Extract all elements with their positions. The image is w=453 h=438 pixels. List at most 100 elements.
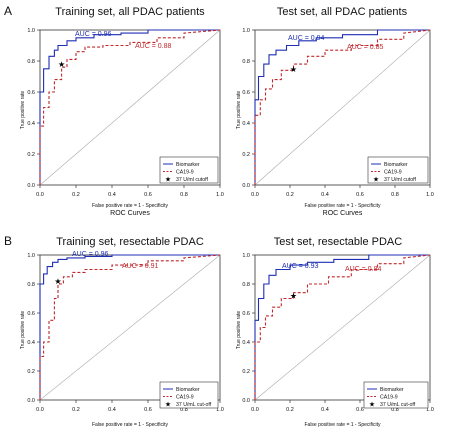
chart-title: Training set, all PDAC patients <box>55 6 205 18</box>
legend-star-icon: ★ <box>373 176 379 184</box>
x-tick-label: 0.0 <box>36 192 44 198</box>
y-tick-label: 0.2 <box>242 369 250 375</box>
legend-star-icon: ★ <box>165 176 171 184</box>
x-tick-label: 0.0 <box>36 407 44 413</box>
legend-box <box>367 156 429 184</box>
diagonal-reference-line <box>39 29 221 186</box>
x-tick-label: 0.2 <box>72 192 80 198</box>
diagonal-reference-line <box>254 254 431 401</box>
y-tick-label: 1.0 <box>242 253 250 259</box>
x-tick-label: 0.8 <box>180 192 188 198</box>
legend-entry: Biomarker <box>380 387 404 393</box>
x-tick-label: 0.6 <box>356 192 364 198</box>
x-tick-label: 0.8 <box>391 192 399 198</box>
x-tick-label: 0.2 <box>286 407 294 413</box>
y-tick-label: 0.0 <box>27 183 35 189</box>
x-tick-label: 0.4 <box>321 192 329 198</box>
y-tick-label: 0.6 <box>242 90 250 96</box>
x-tick-label: 0.0 <box>251 407 259 413</box>
roc-chart-4: Test set, resectable PDAC 0.0 0.2 0.4 0.6 0.8… <box>236 236 434 428</box>
ca199-roc-curve <box>254 254 431 400</box>
roc-chart-2: Test set, all PDAC patients 0.0 0.2 0.4 0.6 0… <box>236 6 434 217</box>
legend-entry: 37 U/mL cut-off <box>176 402 212 408</box>
roc-subcaption: ROC Curves <box>323 210 363 217</box>
legend: Biomarker CA19-9 ★ 37 U/ml cutoff <box>159 156 219 184</box>
y-axis-label: True positive rate <box>20 311 26 350</box>
y-tick-label: 0.4 <box>242 121 250 127</box>
legend-entry: 37 U/ml cutoff <box>384 177 416 183</box>
biomarker-roc-curve <box>254 254 430 400</box>
x-tick-label: 0.4 <box>108 192 116 198</box>
biomarker-roc-curve <box>39 29 220 185</box>
legend-entry: Biomarker <box>176 387 200 393</box>
legend: Biomarker CA19-9 ★ 37 U/ml cutoff <box>367 156 429 184</box>
y-axis-label: True positive rate <box>20 91 26 130</box>
legend-entry: 37 U/ml cutoff <box>176 177 208 183</box>
x-tick-label: 0.4 <box>108 407 116 413</box>
y-tick-label: 0.2 <box>27 152 35 158</box>
y-tick-label: 0.6 <box>242 311 250 317</box>
y-tick-label: 0.6 <box>27 90 35 96</box>
legend-entry: Biomarker <box>384 162 408 168</box>
y-axis-label: True positive rate <box>236 311 242 350</box>
x-axis-label: False positive rate = 1 - Specificity <box>92 422 169 428</box>
y-axis-label: True positive rate <box>236 91 242 130</box>
ca199-roc-curve <box>39 254 221 400</box>
auc-biomarker-label: AUC = 0.96 <box>72 251 108 258</box>
y-tick-label: 0.8 <box>27 282 35 288</box>
auc-ca199-label: AUC = 0.88 <box>135 43 171 50</box>
y-tick-label: 1.0 <box>27 253 35 259</box>
y-tick-label: 0.8 <box>242 59 250 65</box>
y-tick-label: 0.2 <box>27 369 35 375</box>
cutoff-star-marker: ★ <box>58 60 65 69</box>
auc-biomarker-label: AUC = 0.93 <box>282 263 318 270</box>
auc-biomarker-label: AUC = 0.96 <box>75 31 111 38</box>
x-tick-label: 1.0 <box>426 407 434 413</box>
x-tick-label: 0.6 <box>356 407 364 413</box>
legend-box <box>363 381 429 409</box>
y-tick-label: 0.4 <box>242 340 250 346</box>
x-tick-label: 1.0 <box>426 192 434 198</box>
roc-chart-1: Training set, all PDAC patients 0.0 0.2 0.4… <box>20 6 224 217</box>
y-tick-label: 0.0 <box>27 398 35 404</box>
cutoff-star-marker: ★ <box>54 277 61 286</box>
chart-title: Test set, all PDAC patients <box>277 6 408 18</box>
y-tick-label: 0.4 <box>27 121 35 127</box>
legend: Biomarker CA19-9 ★ 37 U/mL cut-off <box>363 381 429 409</box>
x-axis-label: False positive rate = 1 - Specificity <box>92 203 169 209</box>
panel-label-a: A <box>4 4 12 18</box>
legend-entry: CA19-9 <box>176 170 194 176</box>
y-tick-label: 1.0 <box>242 28 250 34</box>
legend-entry: Biomarker <box>176 162 200 168</box>
ca199-roc-curve <box>39 29 221 185</box>
legend-entry: CA19-9 <box>380 395 398 401</box>
biomarker-roc-curve <box>39 254 220 400</box>
chart-title: Training set, resectable PDAC <box>56 236 204 248</box>
x-tick-label: 0.8 <box>391 407 399 413</box>
cutoff-star-marker: ★ <box>290 65 297 74</box>
auc-ca199-label: AUC = 0.84 <box>345 266 381 273</box>
y-tick-label: 1.0 <box>27 28 35 34</box>
x-axis-label: False positive rate = 1 - Specificity <box>304 422 381 428</box>
x-tick-label: 0.0 <box>251 192 259 198</box>
x-tick-label: 1.0 <box>216 192 224 198</box>
diagonal-reference-line <box>39 254 221 401</box>
auc-ca199-label: AUC = 0.85 <box>347 44 383 51</box>
legend-star-icon: ★ <box>369 401 375 409</box>
cutoff-star-marker: ★ <box>290 292 297 301</box>
y-tick-label: 0.8 <box>242 282 250 288</box>
roc-chart-3: Training set, resectable PDAC 0.0 0.2 0.4 0.… <box>20 236 224 428</box>
legend-box <box>159 156 219 184</box>
x-tick-label: 0.8 <box>180 407 188 413</box>
legend: Biomarker CA19-9 ★ 37 U/mL cut-off <box>159 381 219 409</box>
y-tick-label: 0.2 <box>242 152 250 158</box>
y-tick-label: 0.0 <box>242 183 250 189</box>
biomarker-roc-curve <box>254 29 430 185</box>
x-tick-label: 1.0 <box>216 407 224 413</box>
x-tick-label: 0.2 <box>286 192 294 198</box>
legend-entry: 37 U/mL cut-off <box>380 402 416 408</box>
legend-star-icon: ★ <box>165 401 171 409</box>
auc-biomarker-label: AUC = 0.94 <box>288 35 324 42</box>
chart-title: Test set, resectable PDAC <box>274 236 402 248</box>
